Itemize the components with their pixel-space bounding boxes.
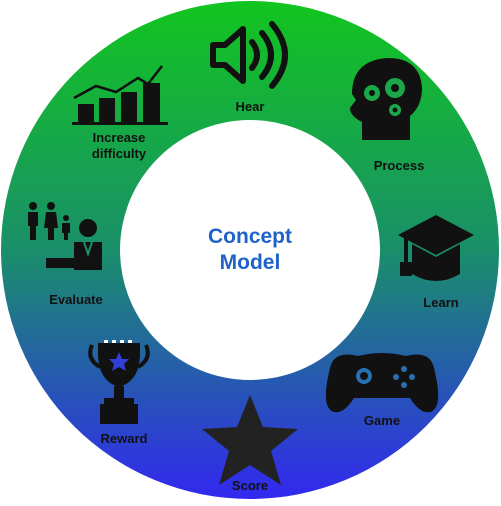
cycle-label-reward: Reward: [100, 431, 148, 446]
cycle-label-process: Process: [373, 158, 425, 173]
head-gears-icon: [350, 58, 422, 140]
center-title-line2: Model: [219, 251, 281, 274]
cycle-label-increase-line1: Increase: [92, 130, 146, 145]
inner-circle: [120, 120, 380, 380]
cycle-label-hear: Hear: [235, 99, 265, 114]
star-icon: [202, 395, 298, 485]
evaluator-family-icon: [28, 202, 102, 270]
center-title: Concept Model: [208, 224, 292, 276]
graduation-cap-icon: [398, 215, 474, 281]
cycle-label-evaluate: Evaluate: [49, 292, 103, 307]
cycle-label-score: Score: [231, 478, 269, 493]
cycle-label-increase-difficulty: Increase difficulty: [92, 130, 146, 162]
trophy-icon: [88, 340, 150, 424]
cycle-label-game: Game: [363, 413, 401, 428]
cycle-label-learn: Learn: [423, 295, 459, 310]
gamepad-icon: [325, 353, 439, 413]
rising-bar-chart-icon: [72, 65, 168, 125]
cycle-label-increase-line2: difficulty: [91, 146, 147, 161]
center-title-line1: Concept: [208, 225, 292, 248]
speaker-icon: [210, 21, 288, 89]
